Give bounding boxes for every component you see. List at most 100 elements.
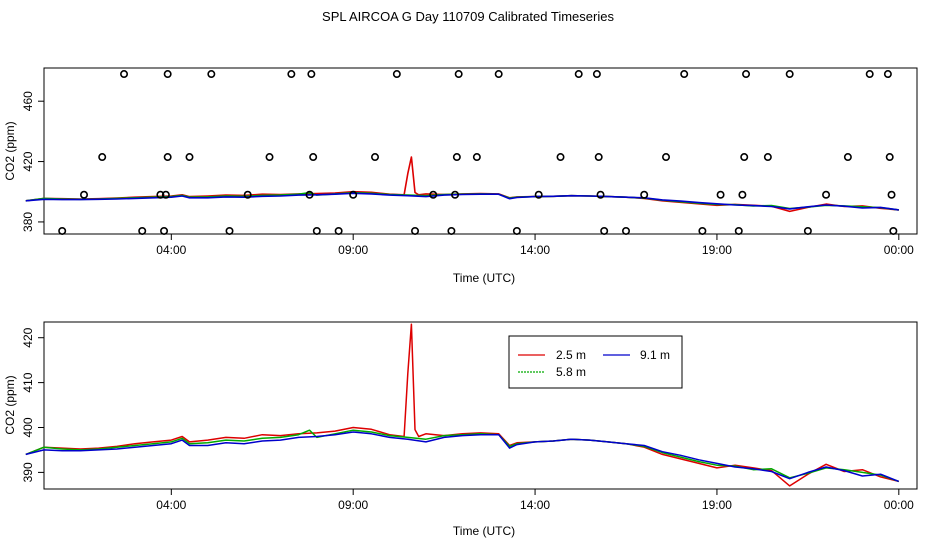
calibration-point <box>592 70 601 79</box>
calibration-point <box>411 226 420 235</box>
calibration-point <box>58 226 67 235</box>
calibration-point <box>452 153 461 162</box>
calibration-point <box>662 153 671 162</box>
calibration-point <box>494 70 503 79</box>
calibration-point <box>207 70 216 79</box>
calibration-point <box>843 153 852 162</box>
x-tick-label: 09:00 <box>338 243 368 257</box>
series-line-2-5-m <box>25 323 899 487</box>
panel1-x-axis: 04:00 09:00 14:00 19:00 00:00 <box>156 234 914 257</box>
calibration-point <box>887 190 896 199</box>
calibration-point <box>594 153 603 162</box>
calibration-point <box>889 226 898 235</box>
y-tick-label: 390 <box>21 462 35 482</box>
calibration-point <box>680 70 689 79</box>
calibration-point <box>161 190 170 199</box>
x-tick-label: 04:00 <box>156 498 186 512</box>
y-tick-label: 380 <box>21 212 35 232</box>
legend-box <box>508 335 683 389</box>
series-line-5-8-m <box>25 429 900 483</box>
calibration-point <box>163 70 172 79</box>
series-line-2-5-m <box>25 156 899 213</box>
panel2-y-label: CO2 (ppm) <box>3 375 17 434</box>
calibration-point <box>98 153 107 162</box>
calibration-point <box>885 153 894 162</box>
calibration-point <box>640 190 649 199</box>
calibration-point <box>243 190 252 199</box>
panel1-x-label: Time (UTC) <box>453 271 515 285</box>
calibration-point <box>738 190 747 199</box>
calibration-point <box>742 70 751 79</box>
x-tick-label: 09:00 <box>338 498 368 512</box>
x-tick-label: 04:00 <box>156 243 186 257</box>
calibration-point <box>803 226 812 235</box>
x-tick-label: 19:00 <box>702 498 732 512</box>
panel2-y-axis: 390 400 410 420 <box>21 327 44 482</box>
calibration-point <box>309 153 318 162</box>
chart-title: SPL AIRCOA G Day 110709 Calibrated Times… <box>322 9 614 24</box>
legend-label-2-5m: 2.5 m <box>556 348 586 362</box>
calibration-point <box>120 70 129 79</box>
calibration-point <box>512 226 521 235</box>
y-tick-label: 410 <box>21 372 35 392</box>
legend-label-9-1m: 9.1 m <box>640 348 670 362</box>
panel1-calibration-points <box>58 70 898 235</box>
legend-label-5-8m: 5.8 m <box>556 365 586 379</box>
calibration-point <box>785 70 794 79</box>
calibration-point <box>698 226 707 235</box>
calibration-point <box>185 153 194 162</box>
calibration-point <box>574 70 583 79</box>
calibration-point <box>734 226 743 235</box>
calibration-point <box>312 226 321 235</box>
calibration-point <box>534 190 543 199</box>
x-tick-label: 14:00 <box>520 498 550 512</box>
calibration-point <box>429 190 438 199</box>
series-line-9-1-m <box>25 192 899 211</box>
calibration-point <box>600 226 609 235</box>
calibration-point <box>349 190 358 199</box>
calibration-point <box>596 190 605 199</box>
panel1-frame <box>43 67 918 235</box>
y-tick-label: 420 <box>21 151 35 171</box>
calibration-point <box>287 70 296 79</box>
calibration-point <box>451 190 460 199</box>
calibration-point <box>334 226 343 235</box>
calibration-point <box>454 70 463 79</box>
calibration-point <box>621 226 630 235</box>
calibration-point <box>163 153 172 162</box>
calibration-point <box>883 70 892 79</box>
calibration-point <box>763 153 772 162</box>
calibration-point <box>160 226 169 235</box>
calibration-point <box>265 153 274 162</box>
panel1-y-axis: 380 420 460 <box>21 91 44 232</box>
x-tick-label: 14:00 <box>520 243 550 257</box>
y-tick-label: 420 <box>21 327 35 347</box>
y-tick-label: 460 <box>21 91 35 111</box>
calibration-point <box>307 70 316 79</box>
panel2-frame <box>43 321 918 490</box>
calibration-panel: 04:00 09:00 14:00 19:00 00:00 380 420 460 Time… <box>3 67 918 285</box>
calibration-point <box>371 153 380 162</box>
timeseries-panel: 04:00 09:00 14:00 19:00 00:00 390 400 410 420 T… <box>3 321 918 538</box>
calibration-point <box>225 226 234 235</box>
calibration-point <box>822 190 831 199</box>
panel2-x-axis: 04:00 09:00 14:00 19:00 00:00 <box>156 489 914 512</box>
calibration-point <box>865 70 874 79</box>
calibration-point <box>305 190 314 199</box>
calibration-point <box>392 70 401 79</box>
calibration-point <box>740 153 749 162</box>
x-tick-label: 00:00 <box>884 243 914 257</box>
panel1-series <box>25 156 899 213</box>
series-line-9-1-m <box>25 431 900 483</box>
calibration-point <box>716 190 725 199</box>
panel1-y-label: CO2 (ppm) <box>3 121 17 180</box>
panel2-x-label: Time (UTC) <box>453 524 515 538</box>
legend: 2.5 m 9.1 m 5.8 m <box>508 335 683 389</box>
y-tick-label: 400 <box>21 417 35 437</box>
x-tick-label: 00:00 <box>884 498 914 512</box>
x-tick-label: 19:00 <box>702 243 732 257</box>
calibration-point <box>556 153 565 162</box>
calibration-point <box>472 153 481 162</box>
panel2-series <box>25 323 900 487</box>
